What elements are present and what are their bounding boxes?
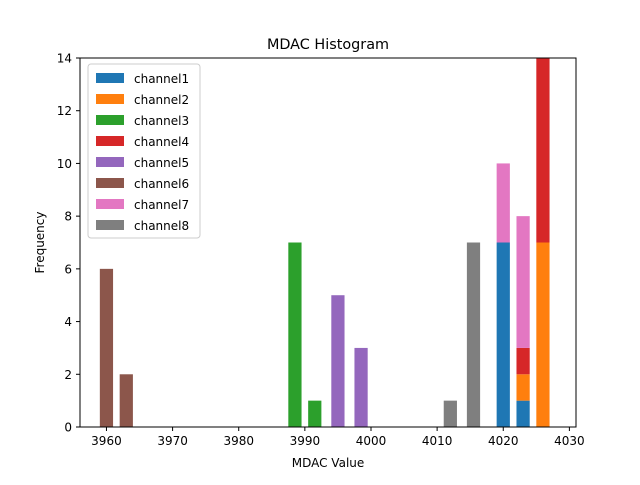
bar-channel5-1 [354, 347, 368, 427]
y-tick-label: 4 [64, 315, 72, 329]
bar-channel1-0 [496, 242, 510, 427]
x-tick-label: 4030 [554, 434, 585, 448]
bar-channel5-0 [331, 295, 345, 427]
x-tick-label: 3990 [290, 434, 321, 448]
legend-swatch-channel1 [96, 73, 124, 83]
legend-swatch-channel2 [96, 94, 124, 104]
bar-channel7-1 [516, 216, 530, 348]
x-tick-label: 3960 [91, 434, 122, 448]
bar-channel3-0 [288, 242, 302, 427]
legend-box [87, 63, 201, 239]
x-tick-label: 4010 [422, 434, 453, 448]
legend-swatch-channel4 [96, 136, 124, 146]
bar-channel6-0 [99, 268, 114, 427]
y-tick-label: 10 [57, 157, 72, 171]
legend-label-channel2: channel2 [134, 93, 189, 107]
x-tick-label: 4000 [356, 434, 387, 448]
legend-label-channel6: channel6 [134, 177, 189, 191]
legend-swatch-channel8 [96, 220, 124, 230]
bar-channel4-1 [536, 58, 550, 243]
bar-channel1-1 [516, 400, 530, 427]
legend-swatch-channel6 [96, 178, 124, 188]
plot-frame [79, 57, 577, 428]
y-axis-label: Frequency [33, 212, 47, 274]
y-axis-ticks: 0 2 4 6 8 10 12 14 [57, 52, 80, 435]
y-tick-label: 8 [64, 210, 72, 224]
x-axis-ticks: 3960 3970 3980 3990 4000 4010 4020 4030 [91, 427, 585, 448]
legend-label-channel3: channel3 [134, 114, 189, 128]
legend-label-channel8: channel8 [134, 219, 189, 233]
legend-label-channel7: channel7 [134, 198, 189, 212]
bar-channel2-1 [536, 242, 550, 427]
legend-label-channel1: channel1 [134, 72, 189, 86]
bar-channel8-1 [466, 242, 481, 427]
legend-swatch-channel7 [96, 199, 124, 209]
y-tick-label: 12 [57, 104, 72, 118]
bar-channel3-1 [308, 400, 322, 427]
y-tick-label: 6 [64, 262, 72, 276]
x-tick-label: 4020 [488, 434, 519, 448]
bar-channel7-0 [496, 163, 510, 243]
bar-channel2-0 [516, 374, 530, 401]
bar-channel4-0 [516, 347, 530, 375]
bar-channel8-0 [443, 400, 457, 427]
y-tick-label: 2 [64, 368, 72, 382]
legend-swatch-channel3 [96, 115, 124, 125]
x-tick-label: 3980 [223, 434, 254, 448]
legend-label-channel4: channel4 [134, 135, 189, 149]
bar-channel6-1 [119, 374, 133, 427]
y-tick-label: 14 [57, 52, 72, 66]
x-axis-label: MDAC Value [292, 456, 365, 470]
y-tick-label: 0 [64, 421, 72, 435]
x-tick-label: 3970 [157, 434, 188, 448]
legend-swatch-channel5 [96, 157, 124, 167]
legend: channel1 channel2 channel3 channel4 channel5… [87, 63, 201, 239]
legend-label-channel5: channel5 [134, 156, 189, 170]
bars-layer [99, 58, 550, 427]
chart-title: MDAC Histogram [267, 37, 389, 53]
